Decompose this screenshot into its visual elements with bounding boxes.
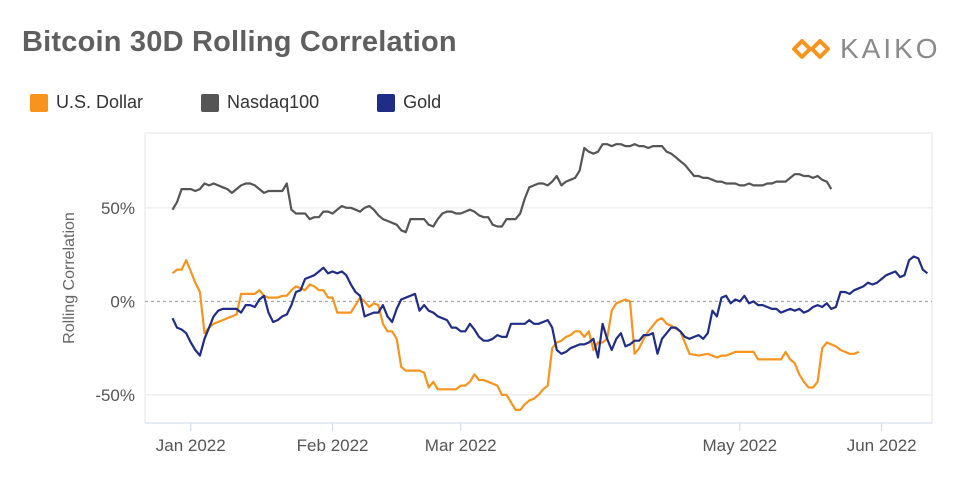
- legend-label-usd: U.S. Dollar: [56, 92, 144, 112]
- kaiko-logo-icon: [792, 39, 830, 59]
- series-line-nasdaq[interactable]: [171, 143, 833, 234]
- brand-name: KAIKO: [840, 33, 941, 64]
- legend-item-gold[interactable]: Gold: [377, 92, 441, 113]
- y-tick-label: 0%: [110, 292, 135, 311]
- series-line-gold[interactable]: [171, 255, 929, 359]
- legend-label-gold: Gold: [403, 92, 442, 112]
- legend-swatch-usd: [30, 93, 48, 112]
- y-tick-label: 50%: [101, 199, 135, 218]
- y-tick-label: -50%: [95, 386, 135, 405]
- series-line-usd[interactable]: [171, 259, 860, 411]
- x-tick-label: Feb 2022: [297, 436, 369, 455]
- x-tick-label: Jun 2022: [847, 436, 917, 455]
- kaiko-logo: KAIKO: [790, 33, 941, 65]
- x-tick-label: Mar 2022: [425, 436, 497, 455]
- legend-label-nasdaq: Nasdaq100: [227, 92, 320, 112]
- legend: U.S. Dollar Nasdaq100 Gold: [30, 92, 499, 113]
- chart-title: Bitcoin 30D Rolling Correlation: [22, 26, 457, 58]
- legend-item-nasdaq[interactable]: Nasdaq100: [201, 92, 319, 113]
- legend-swatch-gold: [377, 93, 396, 112]
- legend-swatch-nasdaq: [201, 93, 220, 112]
- y-axis-label: Rolling Correlation: [61, 212, 78, 344]
- x-tick-label: Jan 2022: [156, 436, 226, 455]
- legend-item-usd[interactable]: U.S. Dollar: [30, 92, 143, 113]
- x-tick-label: May 2022: [702, 436, 777, 455]
